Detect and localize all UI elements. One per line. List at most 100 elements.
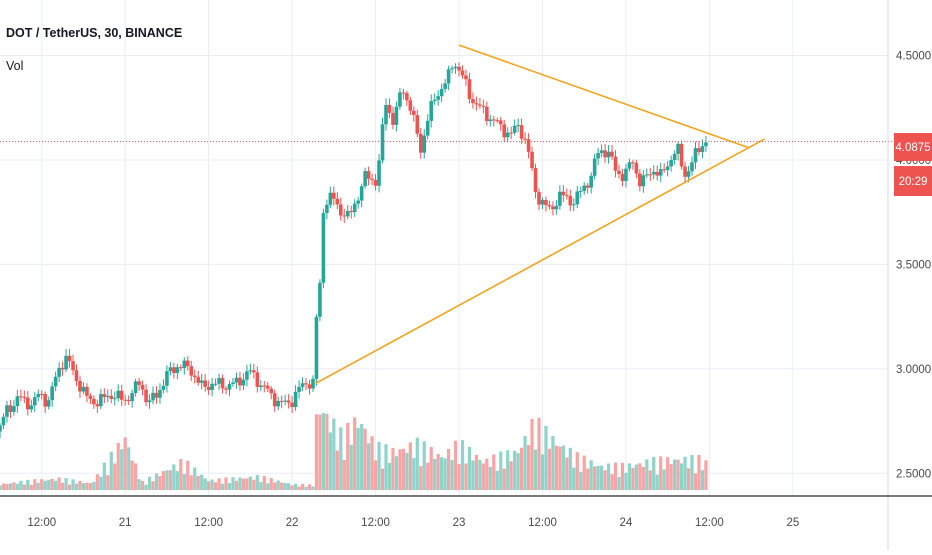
candle-body [519,125,524,139]
volume-bar [446,449,451,490]
volume-bar [85,482,89,490]
triangle-trendlines[interactable] [315,44,765,385]
candle-body [676,143,680,154]
candle-body [561,191,566,196]
candle-body [318,282,322,317]
volume-bar [245,478,249,490]
candle-body [241,379,246,386]
candle-body [457,66,461,71]
volume-bar [363,428,367,490]
candle-body [551,206,555,210]
time-axis[interactable]: 12:00 21 12:00 22 12:00 23 12:00 24 12:00 25 [27,517,799,529]
volume-bar [321,413,326,490]
candle-body [568,196,573,206]
volume-bar [113,463,117,490]
candle-body [349,210,354,213]
candle-body [464,75,468,80]
volume-bar [8,483,13,490]
candle-body [478,104,482,106]
volume-bar [659,456,663,490]
candle-body [523,138,527,140]
volume-indicator-label[interactable]: Vol [6,59,23,73]
candle-body [672,153,677,160]
volume-bar [648,470,652,490]
candle-body [119,390,124,400]
candle-body [366,171,371,179]
volume-bar [40,479,44,490]
candle-body [272,393,277,407]
candle-body [544,199,548,206]
volume-bar [669,464,673,490]
triangle-lower-trendline[interactable] [315,138,765,385]
volume-bar [33,479,37,490]
volume-bar [189,475,193,490]
triangle-upper-trendline[interactable] [458,44,749,149]
volume-bar [624,472,628,490]
candle-body [377,160,381,186]
volume-bar [224,477,228,490]
candle-body [450,68,454,70]
candle-body [582,185,587,191]
volume-bar [610,474,614,490]
volume-bar [415,437,419,490]
candle-body [57,367,61,377]
candle-body [43,394,48,407]
volume-bar [398,449,402,490]
candle-body [512,125,517,133]
candle-body [217,378,221,384]
candle-body [641,175,646,187]
candle-body [106,395,110,397]
candle-body [269,388,274,394]
volume-bar [499,451,503,490]
volume-bar [547,448,552,490]
candle-body [332,192,336,199]
candle-body [370,178,374,180]
volume-bar [422,441,426,490]
volume-bar [540,454,545,490]
candle-body [39,393,44,395]
volume-bar [339,427,343,490]
volume-bar [57,477,61,490]
volume-bar [471,460,475,490]
volume-bar [67,484,72,490]
volume-bar [662,469,666,490]
candle-body [81,386,86,392]
volume-bar [485,458,489,490]
volume-bar [533,449,538,490]
candle-body [502,124,507,138]
volume-bar [575,452,579,490]
volume-bar [502,468,506,490]
volume-bar [433,458,437,490]
candle-body [321,213,326,283]
countdown-label: 20:29 [899,176,928,188]
volume-bar [311,486,315,490]
candle-body [384,104,388,125]
volume-bar [196,475,200,490]
candle-body [12,406,16,412]
candle-body [651,171,656,175]
volume-bar [238,477,242,490]
candle-body [151,392,155,401]
candle-body [161,385,166,391]
candle-body [168,367,173,372]
candle-body [693,148,698,163]
volume-bar [523,436,527,490]
candle-body [175,367,180,374]
candle-body [394,106,399,125]
candle-body [345,210,350,217]
volume-bar [332,418,336,490]
volume-bar [106,475,110,490]
volume-bar [426,462,430,490]
candle-body [704,142,708,147]
x-tick-label: 21 [119,517,132,529]
candle-body [227,384,232,390]
volume-bar [71,479,75,490]
candle-body [67,355,72,362]
volume-bar [88,483,93,490]
volume-bar [596,465,600,490]
candle-body [363,171,367,187]
volume-bar [387,462,392,490]
